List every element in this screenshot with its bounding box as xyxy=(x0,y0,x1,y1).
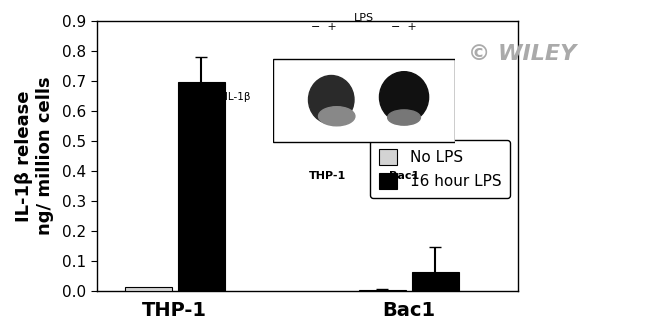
Ellipse shape xyxy=(309,75,354,124)
Text: LPS: LPS xyxy=(354,13,374,23)
Bar xyxy=(273,59,455,142)
Ellipse shape xyxy=(380,72,428,123)
Bar xyxy=(178,82,225,290)
Bar xyxy=(125,287,172,290)
Legend: No LPS, 16 hour LPS: No LPS, 16 hour LPS xyxy=(370,140,510,198)
Text: −  +: − + xyxy=(311,22,337,32)
Text: αIL-1β: αIL-1β xyxy=(218,92,251,102)
Ellipse shape xyxy=(318,107,355,126)
Ellipse shape xyxy=(387,110,421,125)
Text: THP-1: THP-1 xyxy=(309,171,346,181)
Y-axis label: IL-1β release
ng/ million cells: IL-1β release ng/ million cells xyxy=(15,76,54,235)
Text: −  +: − + xyxy=(391,22,417,32)
Bar xyxy=(412,272,459,290)
Text: © WILEY: © WILEY xyxy=(468,44,577,64)
Text: Bac1: Bac1 xyxy=(389,171,419,181)
